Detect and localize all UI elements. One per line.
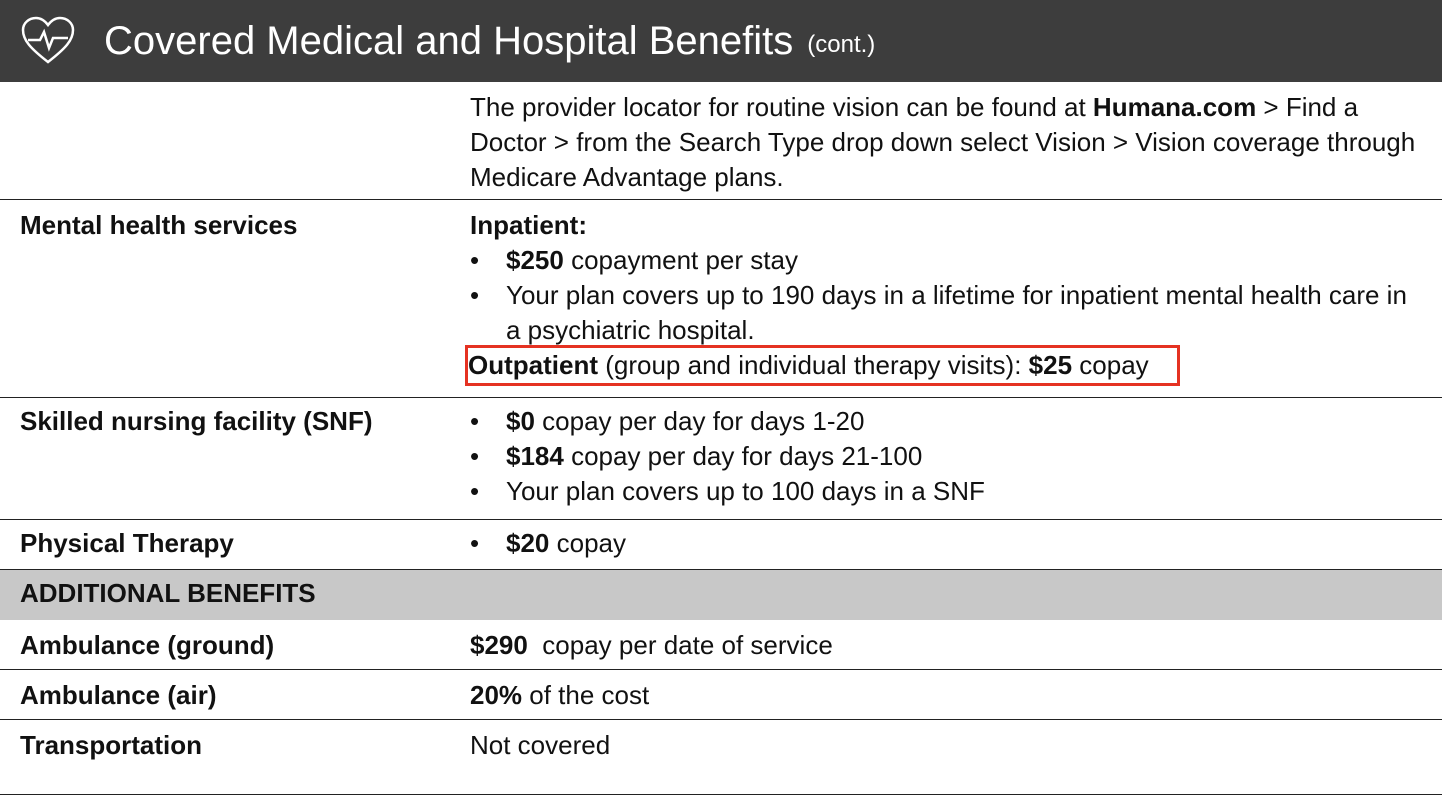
text: > Find a Doctor > from the Search Type d…: [470, 92, 1423, 192]
row-content: 20% of the cost: [470, 670, 1420, 719]
text: copay per day for days 21-100: [563, 441, 923, 471]
paragraph: The provider locator for routine vision …: [470, 90, 1420, 195]
bold-text: $20: [506, 528, 550, 558]
text: (group and individual therapy visits):: [598, 350, 1029, 380]
title-suffix: (cont.): [807, 31, 876, 58]
text: Your plan covers up to 190 days in a lif…: [506, 280, 1415, 345]
text: copay: [1072, 350, 1149, 380]
bold-text: $0: [506, 406, 535, 436]
bold-text: 20%: [470, 680, 523, 710]
bold-text: Inpatient:: [470, 210, 587, 240]
table-row: Ambulance (ground) $290 copay per date of…: [0, 620, 1442, 670]
row-label: Physical Therapy: [20, 528, 234, 558]
paragraph: $290 copay per date of service: [470, 628, 1420, 663]
text: Not covered: [470, 730, 611, 760]
benefits-table: The provider locator for routine vision …: [0, 82, 1442, 795]
table-row: The provider locator for routine vision …: [0, 82, 1442, 200]
bold-text: Outpatient: [468, 350, 598, 380]
header: Covered Medical and Hospital Benefits (c…: [0, 0, 1442, 82]
text: of the cost: [522, 680, 650, 710]
text: copay per day for days 1-20: [534, 406, 865, 436]
paragraph: Inpatient:: [470, 208, 1420, 243]
bullet-item: $20 copay: [470, 526, 1420, 561]
row-content: $290 copay per date of service: [470, 620, 1420, 669]
bullet-item: $0 copay per day for days 1-20: [470, 404, 1420, 439]
row-label: Mental health services: [20, 210, 298, 240]
row-content: $20 copay: [470, 520, 1420, 569]
section-header: ADDITIONAL BENEFITS: [0, 570, 1442, 620]
table-row: Transportation Not covered: [0, 720, 1442, 795]
paragraph: Not covered: [470, 728, 1420, 763]
paragraph: Outpatient (group and individual therapy…: [465, 345, 1420, 386]
row-content: Inpatient:$250 copayment per stayYour pl…: [465, 200, 1420, 397]
highlight-box: Outpatient (group and individual therapy…: [465, 345, 1180, 386]
row-label: Ambulance (air): [20, 680, 217, 710]
table-row: Skilled nursing facility (SNF) $0 copay p…: [0, 398, 1442, 520]
row-label: Skilled nursing facility (SNF): [20, 406, 373, 436]
bold-text: $290: [470, 630, 528, 660]
text: copay per date of service: [527, 630, 833, 660]
table-row: Physical Therapy $20 copay: [0, 520, 1442, 570]
row-label: Ambulance (ground): [20, 630, 275, 660]
bullet-item: Your plan covers up to 190 days in a lif…: [470, 278, 1420, 348]
row-content: $0 copay per day for days 1-20$184 copay…: [470, 398, 1420, 519]
table-row: Ambulance (air) 20% of the cost: [0, 670, 1442, 720]
text: copay: [549, 528, 626, 558]
table-row: ADDITIONAL BENEFITS: [0, 570, 1442, 620]
row-label: Transportation: [20, 730, 203, 760]
bold-text: $250: [506, 245, 564, 275]
bold-text: Humana.com: [1092, 92, 1257, 122]
bold-text: $25: [1028, 350, 1073, 380]
bullet-item: Your plan covers up to 100 days in a SNF: [470, 474, 1420, 509]
bullet-item: $250 copayment per stay: [470, 243, 1420, 278]
row-content: The provider locator for routine vision …: [470, 82, 1420, 199]
row-content: Not covered: [470, 720, 1420, 794]
text: Your plan covers up to 100 days in a SNF: [506, 476, 985, 506]
text: The provider locator for routine vision …: [470, 92, 1093, 122]
title: Covered Medical and Hospital Benefits: [104, 18, 794, 63]
heart-icon: [21, 16, 75, 64]
bullet-item: $184 copay per day for days 21-100: [470, 439, 1420, 474]
row-label: [0, 82, 470, 199]
text: copayment per stay: [563, 245, 798, 275]
bold-text: $184: [506, 441, 564, 471]
paragraph: 20% of the cost: [470, 678, 1420, 713]
